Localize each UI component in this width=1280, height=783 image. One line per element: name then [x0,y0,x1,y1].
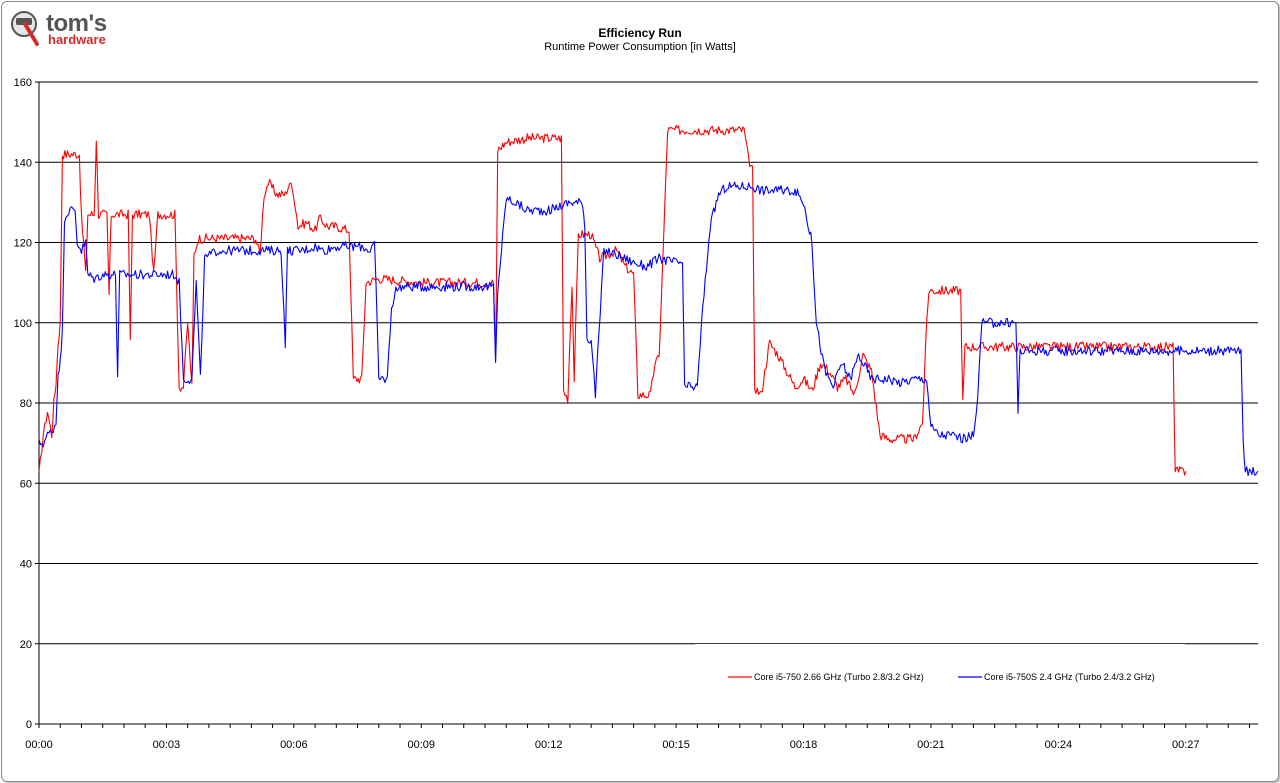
y-tick-label: 80 [20,398,32,410]
brand-tagline: hardware [48,32,106,47]
y-tick-label: 140 [14,157,32,169]
chart-title: Efficiency Run [598,26,682,40]
hammer-logo-icon [11,11,39,46]
y-tick-label: 60 [20,478,32,490]
grid-lines [39,81,1258,645]
x-tick-label: 00:09 [407,739,435,751]
x-tick-label: 00:21 [917,739,945,751]
x-tick-label: 00:18 [790,739,818,751]
x-tick-label: 00:12 [535,739,563,751]
legend-box [695,644,1185,708]
series-line-1 [38,124,1187,476]
x-tick-label: 00:15 [662,739,690,751]
x-tick-label: 00:03 [153,739,181,751]
y-tick-label: 20 [20,639,32,651]
series-line-2 [38,181,1259,477]
x-tick-label: 00:00 [25,739,53,751]
axes: 0 20 40 60 80 100 120 140 160 00:00 00:03 00:06 00:0… [14,77,1258,751]
x-tick-label: 00:24 [1045,739,1073,751]
x-tick-label: 00:06 [280,739,308,751]
legend-label-1: Core i5-750 2.66 GHz (Turbo 2.8/3.2 GHz) [754,672,924,682]
y-tick-label: 0 [26,719,32,731]
brand-name: tom's [46,10,107,37]
brand-logo: tom's hardware [10,10,110,50]
legend: Core i5-750 2.66 GHz (Turbo 2.8/3.2 GHz)… [695,644,1185,708]
y-tick-label: 40 [20,559,32,571]
series-lines [38,124,1259,477]
x-tick-label: 00:27 [1172,739,1200,751]
y-tick-label: 100 [14,318,32,330]
legend-label-2: Core i5-750S 2.4 GHz (Turbo 2.4/3.2 GHz) [984,672,1155,682]
chart-subtitle: Runtime Power Consumption [in Watts] [544,41,736,53]
y-tick-label: 120 [14,238,32,250]
y-tick-label: 160 [14,77,32,89]
